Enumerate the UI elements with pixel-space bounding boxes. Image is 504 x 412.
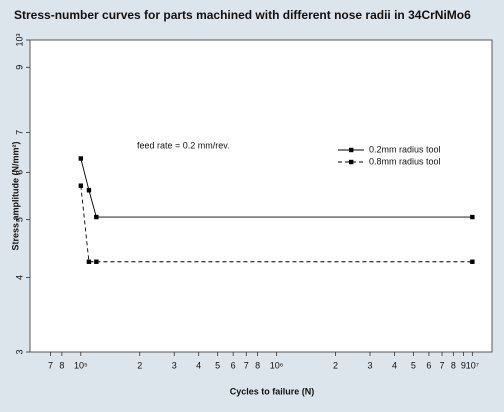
y-tick-label: 6 — [14, 170, 24, 175]
series-marker — [94, 214, 99, 220]
x-tick-label: 3 — [367, 360, 372, 370]
x-axis-label: Cycles to failure (N) — [230, 386, 315, 396]
x-tick-label: 10⁷ — [466, 360, 479, 370]
annotation: feed rate = 0.2 mm/rev. — [137, 140, 230, 150]
series-marker — [94, 259, 99, 264]
x-tick-label: 6 — [426, 360, 431, 370]
chart-title: Stress-number curves for parts machined … — [14, 8, 471, 22]
x-tick-label: 3 — [172, 360, 177, 370]
series-line — [80, 158, 473, 218]
series-marker — [470, 259, 475, 264]
x-tick-label: 5 — [215, 360, 220, 370]
legend-marker — [349, 147, 354, 153]
y-tick-label: 9 — [14, 65, 24, 70]
series-marker — [86, 188, 92, 193]
legend-label: 0.8mm radius tool — [369, 156, 441, 166]
x-tick-label: 10⁵ — [74, 360, 88, 370]
x-tick-label: 7 — [48, 360, 53, 370]
x-tick-label: 8 — [59, 360, 64, 370]
x-tick-label: 2 — [333, 360, 338, 370]
legend-marker — [349, 159, 354, 165]
series-marker — [86, 259, 92, 264]
x-tick-label: 4 — [392, 360, 397, 370]
x-tick-label: 6 — [231, 360, 236, 370]
x-tick-label: 2 — [137, 360, 142, 370]
series-marker — [78, 183, 84, 188]
x-tick-label: 10⁶ — [270, 360, 284, 370]
x-tick-label: 9 — [461, 360, 466, 370]
y-tick-label: 3 — [14, 349, 24, 354]
y-tick-label: 5 — [14, 217, 24, 222]
x-tick-label: 7 — [440, 360, 445, 370]
y-tick-label: 4 — [14, 275, 24, 280]
x-tick-label: 5 — [411, 360, 416, 370]
legend-label: 0.2mm radius tool — [369, 144, 441, 154]
x-tick-label: 8 — [255, 360, 260, 370]
y-tick-label: 7 — [14, 130, 24, 135]
x-tick-label: 4 — [196, 360, 201, 370]
x-tick-label: 7 — [244, 360, 249, 370]
x-tick-label: 8 — [451, 360, 456, 370]
y-axis-label: Stress amplitude (N/mm²) — [10, 141, 20, 250]
series-marker — [470, 214, 475, 220]
series-line — [80, 185, 473, 263]
plot-area — [29, 39, 493, 353]
series-marker — [78, 156, 84, 161]
y-tick-label: 10³ — [14, 33, 24, 46]
